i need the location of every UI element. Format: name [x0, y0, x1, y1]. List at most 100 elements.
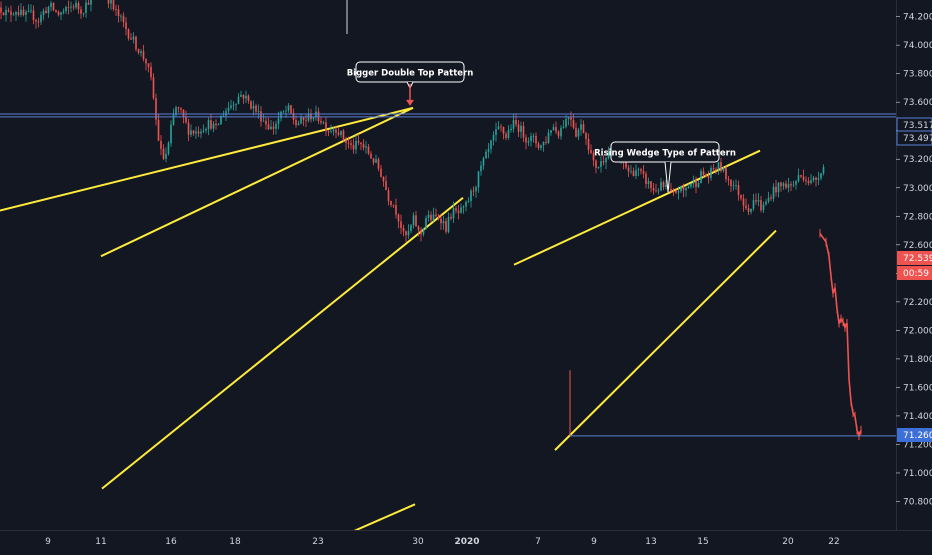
candle — [300, 113, 302, 125]
candle-body — [775, 186, 777, 193]
candle-body — [730, 180, 732, 186]
candle-body — [670, 188, 672, 191]
candle-body — [635, 170, 637, 177]
candle-body — [285, 110, 287, 112]
candle — [325, 117, 327, 137]
candle-body — [240, 94, 242, 97]
candle-body — [295, 119, 297, 126]
candle — [472, 186, 475, 197]
candle — [730, 178, 732, 193]
candle-body — [765, 201, 767, 205]
candle — [552, 123, 555, 131]
candle-body — [375, 159, 377, 163]
candle — [120, 14, 122, 22]
candle — [317, 107, 320, 125]
candle-body — [230, 105, 232, 108]
candle — [442, 215, 445, 230]
candle — [342, 128, 345, 142]
candle — [542, 141, 545, 152]
candle — [780, 181, 782, 192]
candle — [742, 194, 745, 212]
price-label-timer: 00:59 — [897, 266, 932, 280]
candle — [747, 204, 750, 216]
candle — [140, 49, 142, 57]
candle-body — [527, 141, 530, 143]
candle — [410, 223, 412, 234]
candle — [775, 179, 777, 197]
candle — [707, 170, 710, 184]
annotation-rising-wedge: Rising Wedge Type of Pattern — [594, 141, 736, 193]
candle — [267, 117, 270, 130]
candle — [517, 120, 520, 138]
candle-body — [750, 208, 752, 212]
candle — [785, 180, 787, 190]
candle-body — [677, 191, 680, 193]
candle — [820, 172, 822, 181]
x-tick-label: 9 — [45, 537, 51, 547]
candle — [110, 0, 112, 10]
candle-body — [245, 95, 247, 99]
candle-body — [400, 221, 402, 228]
candle-body — [645, 173, 647, 185]
candle-body — [705, 174, 707, 177]
callout-pointer — [664, 161, 672, 193]
candle-body — [207, 120, 210, 130]
callout-label: Bigger Double Top Pattern — [347, 69, 474, 79]
candle — [480, 161, 482, 176]
candle-body — [222, 115, 225, 117]
candle-body — [605, 157, 607, 163]
candle-body — [637, 169, 640, 171]
candle — [540, 144, 542, 151]
candle-body — [707, 176, 710, 178]
candle-body — [422, 228, 425, 235]
candle — [805, 176, 807, 186]
candle — [37, 17, 40, 28]
candle — [672, 188, 675, 197]
candle-body — [717, 162, 720, 170]
candle-body — [57, 11, 60, 15]
candle-body — [47, 6, 50, 14]
candle-body — [777, 182, 780, 193]
candle — [382, 176, 385, 187]
candle-body — [447, 216, 450, 232]
candle — [757, 193, 760, 207]
candle — [755, 193, 757, 205]
candle-body — [740, 194, 742, 199]
candle — [397, 213, 400, 229]
candle-body — [607, 151, 610, 158]
price-label-bg — [897, 251, 932, 265]
candle — [590, 144, 592, 155]
candle-body — [410, 225, 412, 232]
trendline-outer-upper — [0, 106, 414, 212]
candle-body — [227, 107, 230, 112]
candle-body — [117, 9, 120, 16]
x-tick-label: 30 — [412, 537, 424, 547]
candle — [290, 104, 292, 115]
price-label-bg — [897, 266, 932, 280]
candle — [577, 127, 580, 140]
candle-body — [137, 49, 140, 53]
candle — [30, 4, 32, 14]
candle-body — [150, 66, 152, 78]
candle-body — [492, 134, 495, 141]
candle — [640, 167, 642, 175]
candle-body — [65, 7, 67, 12]
candle — [587, 133, 590, 155]
candle-body — [415, 215, 417, 227]
candle-body — [582, 124, 585, 134]
candle — [652, 183, 655, 195]
candle — [557, 130, 560, 139]
candle — [52, 2, 55, 12]
candle-body — [712, 168, 715, 170]
candle-body — [177, 107, 180, 109]
y-tick-label: 73.600 — [903, 98, 932, 108]
candle — [200, 128, 202, 139]
candle — [55, 9, 57, 13]
time-axis[interactable]: 9 11 16 18 23 30 2020 7 9 13 15 20 22 — [45, 537, 840, 547]
candle-body — [50, 2, 52, 7]
candle-body — [462, 206, 465, 208]
candle-body — [472, 190, 475, 192]
candle — [190, 124, 192, 137]
candle — [505, 131, 507, 141]
